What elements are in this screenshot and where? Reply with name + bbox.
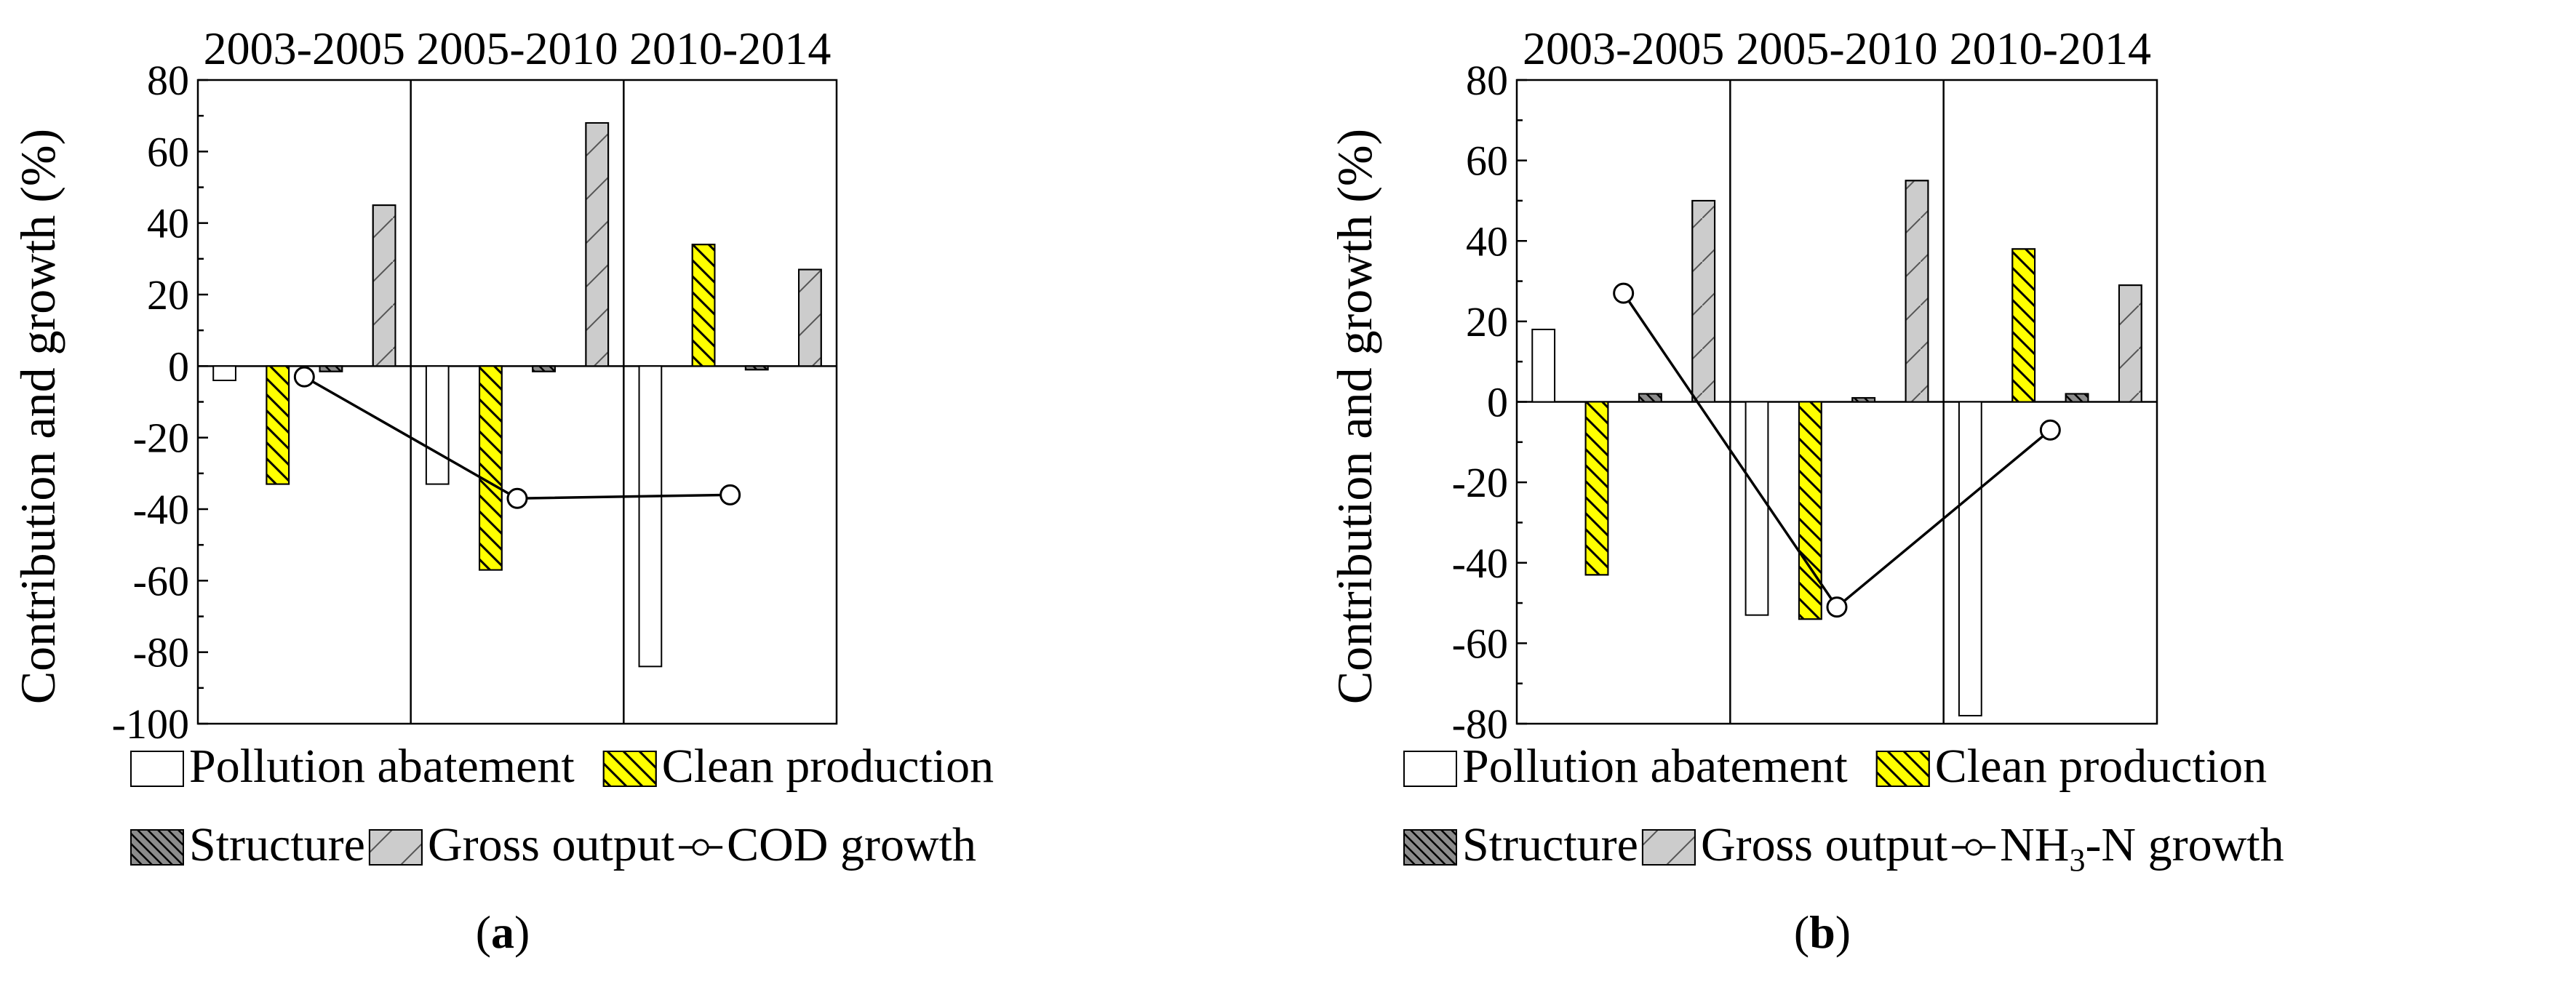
period-header: 2003-2005 [204, 23, 405, 74]
y-tick-label: -80 [133, 629, 189, 676]
growth-point [506, 487, 528, 509]
panel-label: (a) [476, 906, 530, 958]
bar-pollution [212, 365, 236, 382]
legend-label: NH3-N growth [2000, 818, 2284, 878]
bar-hatch-gross [1691, 199, 1716, 403]
growth-point [719, 484, 741, 506]
bar-hatch-gross [798, 268, 822, 367]
plot-frame [196, 79, 838, 725]
y-tick-label: -100 [112, 700, 189, 748]
growth-point [2039, 419, 2061, 441]
bar-hatch-clean [2011, 248, 2036, 403]
y-tick-label: -40 [133, 486, 189, 533]
growth-line [303, 375, 730, 500]
y-tick-label: -60 [133, 557, 189, 604]
bar-hatch-clean [691, 244, 716, 367]
legend-growth-marker [692, 839, 709, 856]
growth-line [1622, 292, 2051, 610]
y-axis-label: Contribution and growth (%) [10, 129, 65, 704]
chart-panel-a: 2003-2005 2005-2010 2010-2014 80 60 40 20 0 -20 -… [10, 23, 994, 958]
y-tick-label: -80 [1452, 700, 1508, 748]
bar-hatch-structure [744, 365, 769, 371]
bar-hatch-clean [1584, 401, 1609, 576]
chart-panel-b: 2003-2005 2005-2010 2010-2014 80 60 40 20 0 -20 -… [1327, 23, 2284, 958]
panel-letter: a [491, 906, 514, 958]
bar-hatch-gross [1905, 180, 1929, 403]
legend-swatch-pollution [1403, 751, 1457, 787]
legend-label: Pollution abatement [1462, 740, 1848, 793]
y-tick-label: -20 [1452, 459, 1508, 506]
bar-hatch-structure [2065, 393, 2089, 403]
legend-label: Gross output [1701, 818, 1947, 871]
bar-hatch-clean [1798, 401, 1822, 620]
legend-label: Clean production [662, 740, 994, 793]
legend-hatch-structure [1403, 829, 1457, 866]
legend-label: Pollution abatement [189, 740, 575, 793]
legend-label-rest: -N growth [2085, 818, 2284, 871]
legend-growth-marker [1965, 839, 1982, 856]
panel-label: (b) [1794, 906, 1851, 958]
bar-hatch-structure [319, 365, 343, 372]
bar-pollution [1744, 401, 1769, 616]
period-header: 2005-2010 [416, 23, 618, 74]
legend-subscript: 3 [2069, 842, 2085, 878]
legend-hatch-structure [130, 829, 184, 866]
y-tick-label: 80 [1466, 57, 1508, 104]
legend-swatch-pollution [130, 751, 184, 787]
y-tick-label: 20 [1466, 298, 1508, 345]
bar-hatch-gross [2118, 284, 2142, 403]
legend-hatch-clean [602, 751, 657, 787]
y-tick-label: 60 [1466, 137, 1508, 185]
bar-pollution [638, 365, 663, 668]
legend-hatch-clean [1875, 751, 1930, 787]
panel-letter: b [1809, 906, 1835, 958]
period-header: 2010-2014 [629, 23, 831, 74]
bar-hatch-clean [479, 365, 503, 571]
legend-label: Clean production [1935, 740, 2267, 793]
y-tick-label: 80 [147, 57, 189, 104]
legend-label: Gross output [428, 818, 674, 871]
y-axis-label: Contribution and growth (%) [1327, 129, 1382, 704]
legend-label: COD growth [727, 818, 976, 871]
y-tick-label: 0 [168, 343, 189, 390]
legend-hatch-gross [1641, 829, 1696, 866]
y-tick-label: 40 [1466, 217, 1508, 265]
y-tick-label: -60 [1452, 620, 1508, 667]
y-tick-label: -20 [133, 415, 189, 462]
bar-pollution [425, 365, 450, 485]
y-tick-label: -40 [1452, 540, 1508, 587]
growth-point [293, 366, 315, 388]
legend-hatch-gross [368, 829, 423, 866]
legend-label: Structure [189, 818, 365, 871]
y-tick-label: 0 [1487, 379, 1508, 426]
period-header: 2005-2010 [1736, 23, 1937, 74]
y-tick-label: 40 [147, 200, 189, 247]
legend-label: Structure [1462, 818, 1638, 871]
y-tick-label: 20 [147, 271, 189, 319]
bar-hatch-structure [1638, 393, 1662, 403]
bar-pollution [1531, 328, 1556, 403]
period-header: 2003-2005 [1523, 23, 1724, 74]
growth-point [1826, 596, 1848, 618]
y-tick-label: 60 [147, 128, 189, 175]
bar-hatch-structure [1851, 396, 1876, 403]
bar-hatch-gross [585, 122, 610, 367]
growth-point [1613, 282, 1635, 304]
period-header: 2010-2014 [1950, 23, 2151, 74]
bar-hatch-clean [266, 365, 290, 485]
bar-pollution [1958, 401, 1982, 716]
bar-hatch-structure [532, 365, 556, 372]
bar-hatch-gross [372, 204, 396, 367]
